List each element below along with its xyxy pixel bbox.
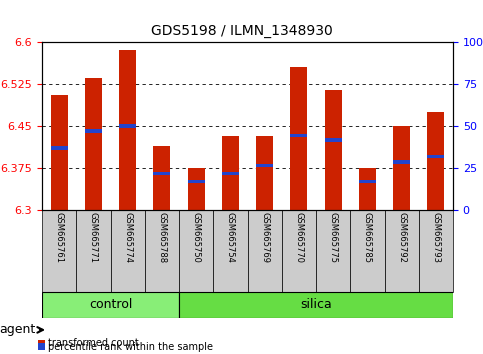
Bar [290,134,308,137]
Bar [85,78,102,210]
Bar [119,50,136,210]
Bar [350,210,384,292]
Bar [316,210,350,292]
Bar [153,145,170,210]
Bar [179,210,213,292]
Text: GSM665754: GSM665754 [226,212,235,263]
Bar [247,210,282,292]
Bar [393,160,410,164]
Text: GSM665785: GSM665785 [363,212,372,263]
Bar [427,112,444,210]
Bar [393,126,410,210]
Text: GSM665761: GSM665761 [55,212,64,263]
Bar [119,124,136,128]
Bar [325,138,341,142]
Text: GSM665775: GSM665775 [328,212,338,263]
Text: GDS5198 / ILMN_1348930: GDS5198 / ILMN_1348930 [151,24,332,38]
Bar [419,210,453,292]
Text: GSM665770: GSM665770 [294,212,303,263]
Bar [359,180,376,183]
Text: GSM665793: GSM665793 [431,212,440,263]
Bar [359,168,376,210]
Bar [42,292,179,318]
Bar [111,210,145,292]
Bar [51,146,68,149]
Text: transformed count: transformed count [48,338,139,348]
Bar [38,340,45,347]
Text: GSM665774: GSM665774 [123,212,132,263]
Bar [256,136,273,210]
Text: percentile rank within the sample: percentile rank within the sample [48,342,213,352]
Bar [42,210,76,292]
Bar [179,292,453,318]
Bar [384,210,419,292]
Bar [427,155,444,159]
Text: control: control [89,298,132,312]
Bar [76,210,111,292]
Bar [153,172,170,175]
Bar [187,180,205,183]
Bar [187,168,205,210]
Text: GSM665788: GSM665788 [157,212,166,264]
Bar [85,129,102,133]
Bar [290,67,308,210]
Bar [222,172,239,175]
Bar [256,164,273,167]
Bar [213,210,247,292]
Bar [38,343,45,350]
Text: GSM665769: GSM665769 [260,212,269,263]
Text: GSM665792: GSM665792 [397,212,406,263]
Bar [145,210,179,292]
Bar [325,90,341,210]
Bar [51,95,68,210]
Text: agent: agent [0,324,35,336]
Text: GSM665750: GSM665750 [192,212,200,263]
Text: silica: silica [300,298,332,312]
Bar [222,136,239,210]
Bar [282,210,316,292]
Text: GSM665771: GSM665771 [89,212,98,263]
